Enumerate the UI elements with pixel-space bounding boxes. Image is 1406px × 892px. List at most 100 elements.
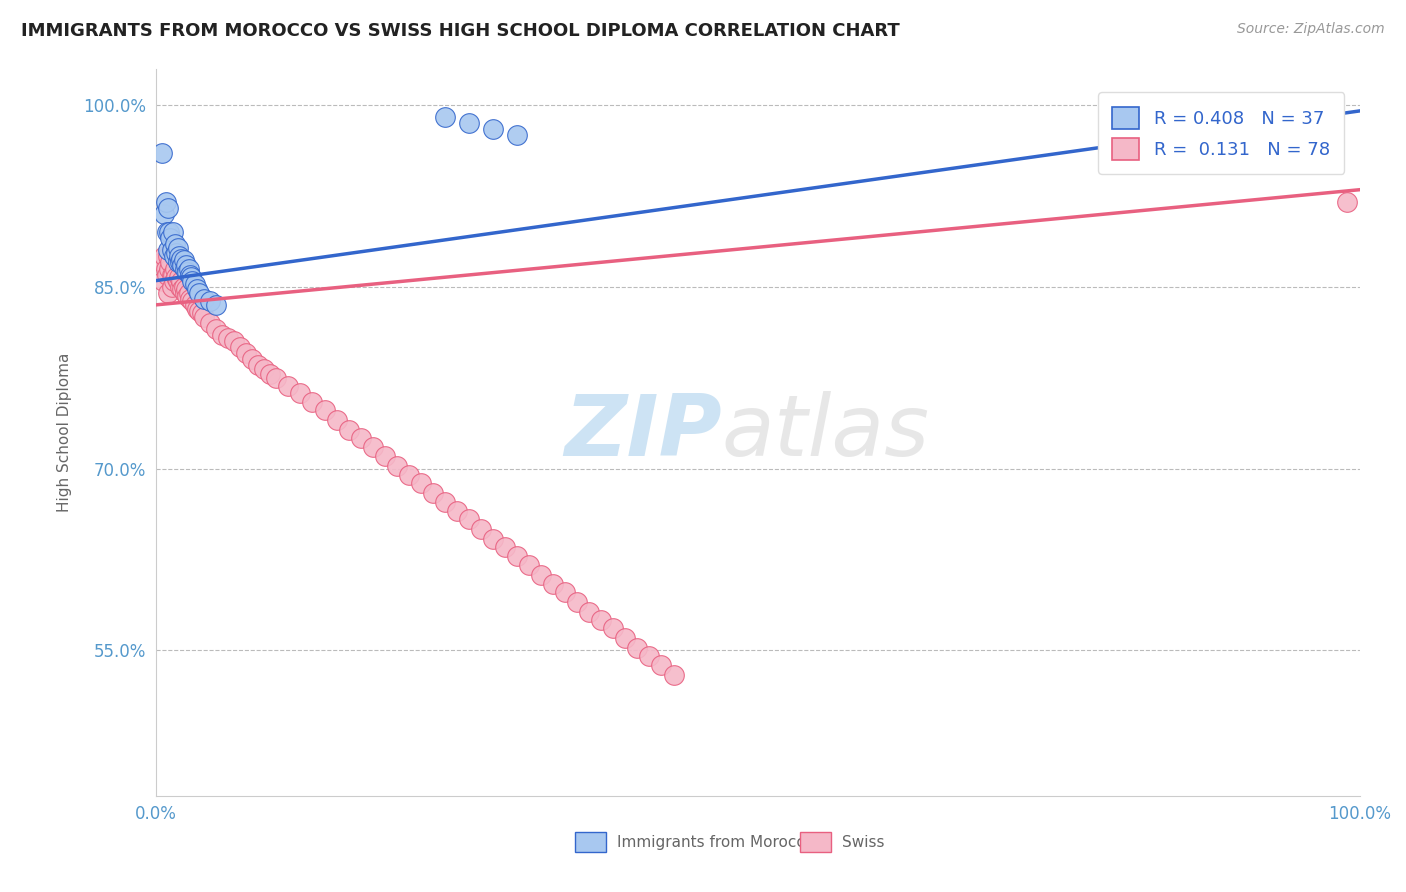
Point: [554, 585, 576, 599]
Point: [188, 304, 211, 318]
Point: [157, 201, 180, 215]
Text: ZIP: ZIP: [564, 391, 721, 474]
Point: [361, 440, 384, 454]
Point: [167, 249, 190, 263]
Point: [159, 231, 181, 245]
Point: [253, 362, 276, 376]
Point: [166, 274, 188, 288]
Point: [211, 328, 233, 343]
Point: [179, 268, 201, 282]
Point: [259, 367, 281, 381]
Point: [229, 340, 252, 354]
Point: [186, 282, 208, 296]
Point: [169, 255, 191, 269]
Point: [153, 207, 176, 221]
Point: [530, 568, 553, 582]
Point: [277, 379, 299, 393]
Point: [541, 576, 564, 591]
Point: [602, 622, 624, 636]
Point: [152, 274, 174, 288]
Point: [337, 423, 360, 437]
Point: [235, 346, 257, 360]
Point: [172, 282, 194, 296]
Point: [198, 294, 221, 309]
Point: [160, 244, 183, 258]
Point: [174, 282, 197, 296]
Point: [170, 252, 193, 266]
Point: [325, 413, 347, 427]
Point: [173, 253, 195, 268]
Point: [181, 294, 204, 309]
Point: [433, 495, 456, 509]
Point: [205, 322, 228, 336]
Y-axis label: High School Diploma: High School Diploma: [58, 352, 72, 512]
Point: [433, 110, 456, 124]
Point: [517, 558, 540, 573]
Point: [157, 244, 180, 258]
Point: [162, 268, 184, 282]
Point: [173, 279, 195, 293]
Point: [247, 359, 270, 373]
Point: [176, 265, 198, 279]
Text: Swiss: Swiss: [842, 835, 884, 850]
Point: [176, 289, 198, 303]
Point: [190, 306, 212, 320]
Point: [349, 431, 371, 445]
Point: [314, 403, 336, 417]
Point: [186, 301, 208, 316]
Point: [638, 649, 661, 664]
Point: [150, 255, 173, 269]
Point: [193, 292, 215, 306]
Point: [172, 258, 194, 272]
Point: [174, 258, 197, 272]
Point: [301, 394, 323, 409]
Text: Immigrants from Morocco: Immigrants from Morocco: [617, 835, 814, 850]
Point: [179, 292, 201, 306]
Point: [162, 225, 184, 239]
Point: [614, 631, 637, 645]
Point: [217, 330, 239, 344]
Point: [240, 352, 263, 367]
Point: [163, 249, 186, 263]
Point: [662, 667, 685, 681]
Point: [482, 122, 505, 136]
Point: [180, 270, 202, 285]
Point: [266, 370, 288, 384]
Point: [153, 249, 176, 263]
Point: [166, 255, 188, 269]
Point: [422, 485, 444, 500]
Point: [578, 605, 600, 619]
Point: [177, 285, 200, 300]
Point: [458, 116, 481, 130]
Point: [458, 512, 481, 526]
Point: [494, 541, 516, 555]
Point: [626, 640, 648, 655]
Point: [157, 285, 180, 300]
Point: [205, 298, 228, 312]
Point: [156, 268, 179, 282]
Text: IMMIGRANTS FROM MOROCCO VS SWISS HIGH SCHOOL DIPLOMA CORRELATION CHART: IMMIGRANTS FROM MOROCCO VS SWISS HIGH SC…: [21, 22, 900, 40]
Point: [1336, 194, 1358, 209]
Point: [157, 225, 180, 239]
Point: [506, 128, 529, 143]
Point: [446, 504, 468, 518]
Legend: R = 0.408   N = 37, R =  0.131   N = 78: R = 0.408 N = 37, R = 0.131 N = 78: [1098, 92, 1344, 174]
Point: [174, 285, 197, 300]
Point: [374, 450, 396, 464]
Point: [470, 522, 492, 536]
Point: [166, 270, 188, 285]
Point: [166, 245, 188, 260]
Point: [188, 285, 211, 300]
Point: [193, 310, 215, 324]
Point: [183, 277, 205, 292]
Point: [166, 241, 188, 255]
Point: [181, 274, 204, 288]
Point: [174, 261, 197, 276]
Point: [650, 657, 672, 672]
Point: [156, 225, 179, 239]
Point: [409, 476, 432, 491]
Text: atlas: atlas: [721, 391, 929, 474]
Point: [385, 459, 408, 474]
Point: [591, 613, 613, 627]
Point: [506, 549, 529, 563]
